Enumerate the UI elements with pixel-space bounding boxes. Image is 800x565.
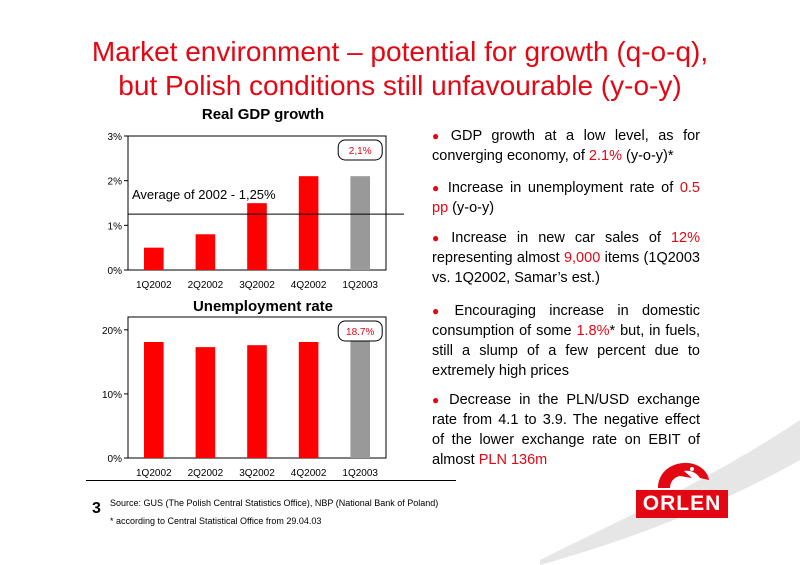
gdp-callout-label: 2,1% [349,146,372,157]
gdp-ytick-label: 1% [108,221,123,232]
gdp-bar [143,247,164,270]
unemployment-bar [350,338,371,458]
slide-title-line-2: but Polish conditions still unfavourable… [118,70,682,101]
unemployment-callout-label: 18.7% [346,327,374,338]
bullet-text: items (1Q2003 vs. 1Q2002, Samar’s est.) [432,250,700,286]
bullet-highlight: 12% [670,230,700,246]
bullet-text: (y-o-y)* [621,148,674,164]
bullet-dot-icon: ● [432,393,444,407]
slide-title-line-1: Market environment – potential for growt… [91,36,709,67]
unemployment-bar [195,347,216,458]
unemployment-bar [298,341,319,458]
unemployment-ytick-label: 0% [108,454,123,465]
unemployment-ytick-label: 10% [102,390,122,401]
unemployment-bar [143,341,164,458]
gdp-bar [247,198,267,270]
bullet-highlight: 0.5 pp [432,180,700,216]
gdp-ytick-label: 0% [108,266,123,277]
bullet-item: ● Increase in unemployment rate of 0.5 pp… [432,178,700,218]
unemployment-bar [247,345,267,458]
bullet-highlight: 1.8% [576,323,610,339]
gdp-xtick-label: 4Q2002 [291,280,327,291]
gdp-chart-title: Real GDP growth [201,106,325,123]
bullet-dot-icon: ● [432,129,445,143]
bullet-text: Decrease in the PLN/USD exchange rate fr… [432,392,701,468]
slide-title: Market environment – potential for growt… [20,35,780,103]
bullet-highlight: 2.1% [588,148,622,164]
page-number: 3 [92,500,101,517]
decorative-swoosh [540,420,800,565]
bullet-highlight: PLN 136m [478,452,548,468]
gdp-chart-plot: 0% 1% 2% 3% 1Q2002 2Q2002 3Q2002 4Q2002 1Q2003 2,… [108,132,404,291]
unemployment-xtick-label: 1Q2002 [136,468,172,479]
gdp-ytick-label: 3% [108,132,123,143]
footer-divider [86,480,456,481]
bullet-text: Increase in unemployment rate of [447,180,680,196]
unemployment-chart-title: Unemployment rate [192,298,334,315]
bullet-item: ● Encouraging increase in domestic consum… [432,301,700,381]
bullet-text: Increase in new car sales of [451,230,671,246]
bullet-item: ● GDP growth at a low level, as for conve… [432,126,700,166]
gdp-xtick-label: 1Q2003 [342,280,378,291]
unemployment-chart-plot: 0% 10% 20% 1Q2002 2Q2002 3Q2002 4Q2002 1Q2003 18… [102,316,387,479]
eagle-head-icon [658,462,709,488]
unemployment-chart: Unemployment rate 0% 10% 20% 1Q2002 2Q2002 3Q… [88,298,406,479]
gdp-average-label: Average of 2002 - 1,25% [132,187,276,202]
bullet-dot-icon: ● [432,181,442,195]
gdp-xtick-label: 2Q2002 [188,280,224,291]
gdp-xtick-label: 1Q2002 [136,280,172,291]
unemployment-xtick-label: 4Q2002 [291,468,327,479]
unemployment-xtick-label: 3Q2002 [239,468,275,479]
gdp-bar [350,176,371,270]
bullet-text: representing almost [432,250,564,266]
bullet-text: GDP growth at a low level, as for conver… [432,128,700,164]
source-text: Source: GUS (The Polish Central Statisti… [110,498,439,508]
gdp-ytick-label: 2% [108,177,123,188]
gdp-chart: Real GDP growth 0% 1% 2% 3% 1Q2002 2Q2002 3Q20… [88,106,406,296]
source-note: Source: GUS (The Polish Central Statisti… [110,494,438,530]
logo-wordmark: ORLEN [636,490,728,518]
unemployment-xtick-label: 2Q2002 [188,468,224,479]
bullet-text: (y-o-y) [448,200,495,216]
footnote-text: * according to Central Statistical Offic… [110,516,322,526]
gdp-xtick-label: 3Q2002 [239,280,275,291]
bullet-dot-icon: ● [432,304,449,318]
bullet-item: ● Increase in new car sales of 12% repres… [432,228,700,288]
bullet-dot-icon: ● [432,231,446,245]
gdp-average-label-bg [130,185,298,204]
bullet-highlight: 9,000 [563,250,601,266]
unemployment-xtick-label: 1Q2003 [342,468,378,479]
bullet-text: * but, in fuels, still a slump of a few … [432,323,700,379]
bullet-text: Encouraging increase in domestic consump… [432,303,700,339]
bullet-list: ● GDP growth at a low level, as for conve… [432,126,700,470]
bullet-item: ● Decrease in the PLN/USD exchange rate f… [432,390,700,470]
gdp-callout-box [337,139,383,161]
unemployment-ytick-label: 20% [102,326,122,337]
unemployment-callout-box [337,320,383,342]
gdp-bar [195,234,216,270]
gdp-bar [298,176,319,270]
